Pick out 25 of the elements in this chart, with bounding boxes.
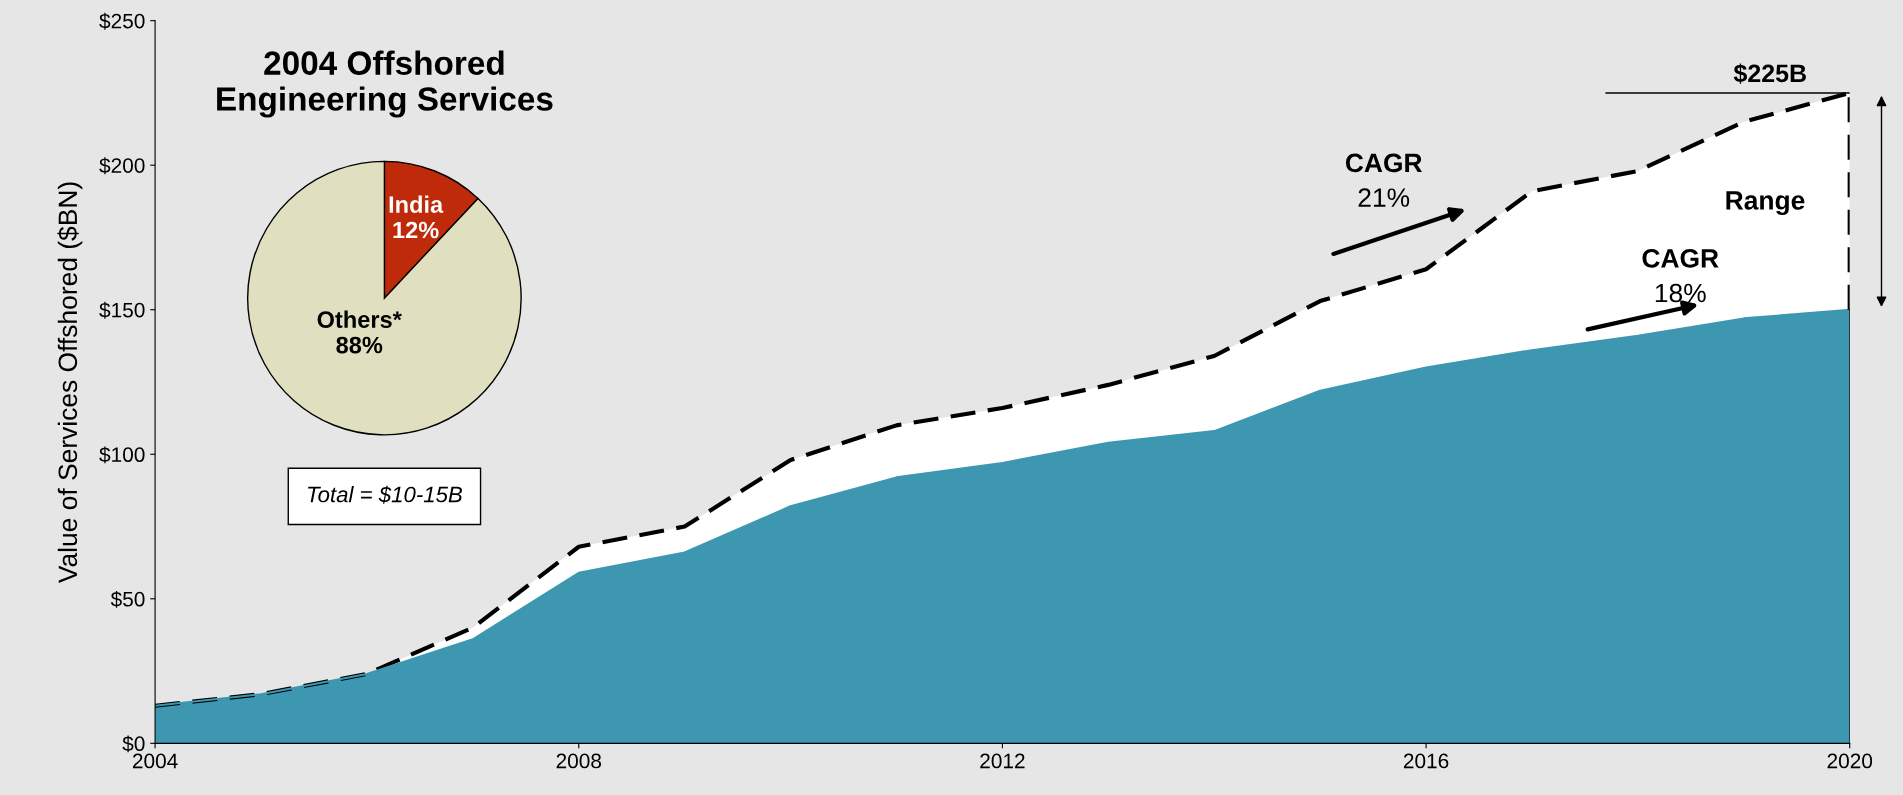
annotation: Total = $10-15B (308, 485, 463, 504)
data-label: 12% (393, 221, 439, 239)
x-tick-label: 2008 (556, 753, 602, 769)
y-tick-label: $200 (99, 157, 145, 175)
annotation: 21% (1358, 188, 1410, 207)
y-tick-label: $100 (99, 446, 145, 464)
slice-label: India (389, 195, 444, 213)
pie-slice (246, 160, 522, 436)
data-label: 88% (336, 336, 383, 354)
y-tick-label: $0 (122, 735, 145, 753)
annotation: Range (1726, 191, 1805, 216)
y-axis-title: Value of Services Offshored ($BN) (57, 182, 83, 584)
ref-line-label: $225B (1733, 63, 1806, 84)
x-tick-label: 2012 (980, 753, 1025, 769)
x-tick-label: 2016 (1403, 753, 1449, 769)
chart-title: 2004 Offshored Engineering Services (217, 50, 553, 118)
y-tick-label: $150 (99, 301, 145, 319)
slice-label: Others* (317, 310, 402, 328)
annotation: CAGR (1345, 153, 1422, 173)
x-tick-label: 2020 (1827, 753, 1873, 769)
x-tick-label: 2004 (132, 753, 178, 769)
annotation: CAGR (1642, 248, 1719, 268)
y-tick-label: $50 (110, 590, 145, 608)
y-tick-label: $250 (99, 12, 145, 30)
annotation: 18% (1655, 283, 1706, 303)
